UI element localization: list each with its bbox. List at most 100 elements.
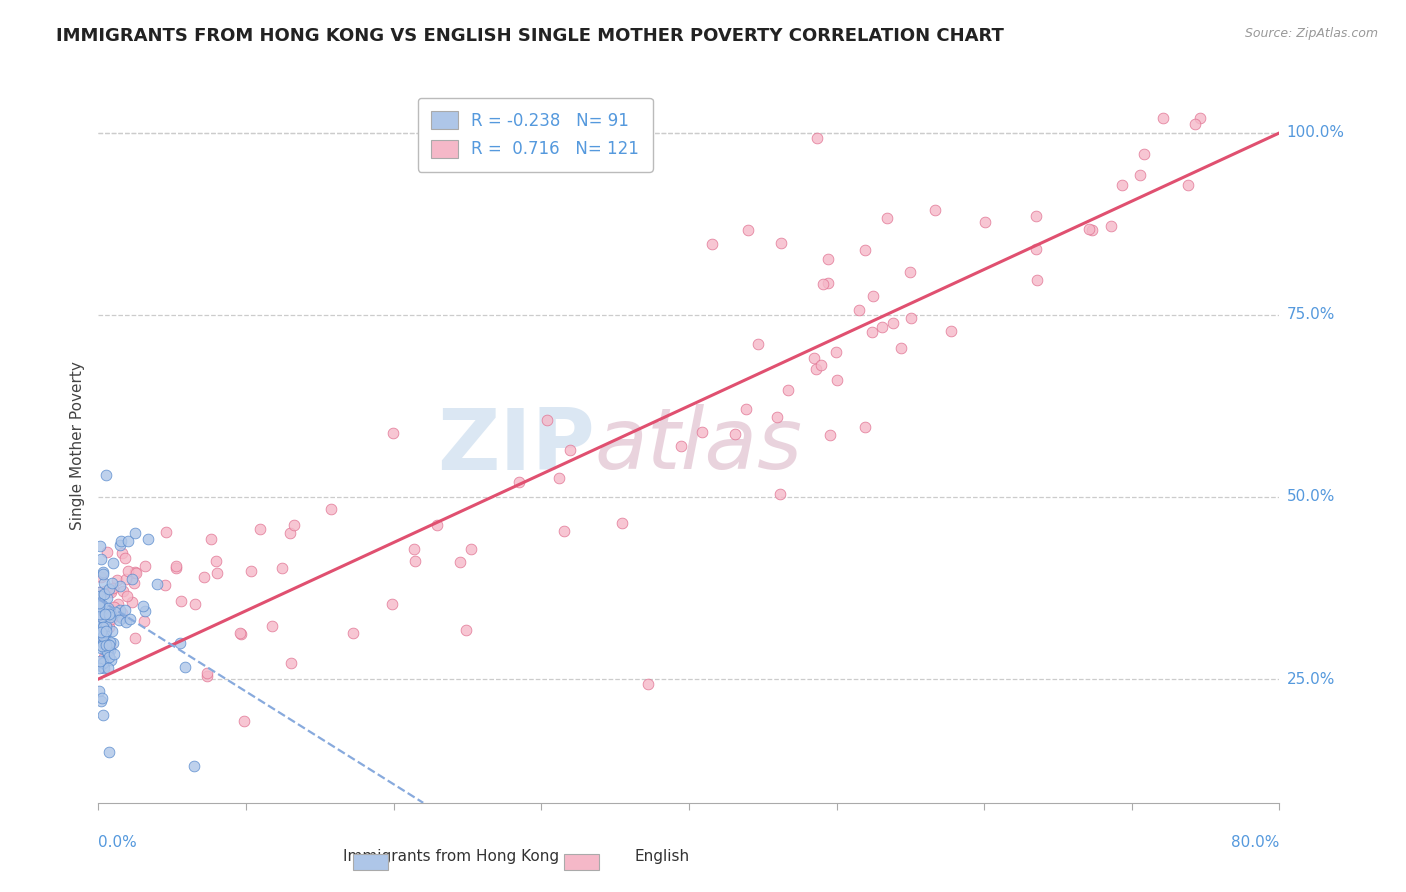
Point <box>233 714 256 729</box>
Point <box>1188 112 1211 126</box>
Point <box>93 661 115 675</box>
Point <box>93 576 115 591</box>
Point <box>174 660 197 674</box>
Point <box>766 410 789 425</box>
Point <box>870 319 893 334</box>
Point <box>1177 178 1199 193</box>
Point <box>108 603 131 617</box>
Point <box>820 428 842 442</box>
Point <box>124 565 146 579</box>
Point <box>105 574 128 588</box>
Text: IMMIGRANTS FROM HONG KONG VS ENGLISH SINGLE MOTHER POVERTY CORRELATION CHART: IMMIGRANTS FROM HONG KONG VS ENGLISH SIN… <box>56 27 1004 45</box>
Point <box>89 585 111 599</box>
Point <box>91 634 114 648</box>
Point <box>110 533 132 548</box>
Point <box>90 601 112 615</box>
Point <box>98 638 121 652</box>
Point <box>91 656 114 670</box>
Point <box>98 639 121 653</box>
Point <box>101 636 124 650</box>
Text: English: English <box>634 849 689 863</box>
Point <box>637 676 659 690</box>
Point <box>97 646 120 660</box>
Point <box>89 624 111 639</box>
Point <box>804 361 827 376</box>
Point <box>90 690 112 705</box>
Point <box>100 612 122 626</box>
Point <box>381 425 404 440</box>
Point <box>853 419 876 434</box>
Point <box>228 626 250 640</box>
Point <box>342 626 364 640</box>
Point <box>778 384 800 398</box>
Point <box>93 654 115 668</box>
Point <box>94 619 117 633</box>
Point <box>404 554 426 568</box>
Point <box>132 615 155 629</box>
Point <box>117 533 139 548</box>
Text: 75.0%: 75.0% <box>1286 308 1334 322</box>
Point <box>107 609 129 624</box>
Point <box>100 576 122 591</box>
Text: 50.0%: 50.0% <box>1286 490 1334 505</box>
Point <box>146 577 169 591</box>
Text: 0.0%: 0.0% <box>98 836 138 850</box>
Point <box>108 538 131 552</box>
Point <box>108 613 131 627</box>
Point <box>825 345 848 359</box>
Point <box>134 558 156 573</box>
Text: Immigrants from Hong Kong: Immigrants from Hong Kong <box>343 849 560 863</box>
Point <box>770 235 793 250</box>
Point <box>93 587 115 601</box>
Point <box>229 627 252 641</box>
Point <box>89 585 111 599</box>
Point <box>508 475 530 489</box>
Point <box>882 316 904 330</box>
Point <box>737 223 759 237</box>
Point <box>111 584 134 599</box>
Point <box>260 618 283 632</box>
Point <box>124 632 146 646</box>
Point <box>402 541 425 556</box>
Point <box>381 597 404 611</box>
Point <box>817 252 839 266</box>
Point <box>111 546 134 560</box>
Point <box>1184 117 1206 131</box>
Point <box>205 554 228 568</box>
Point <box>460 541 482 556</box>
Point <box>811 277 834 291</box>
Point <box>1026 273 1049 287</box>
Point <box>114 551 136 566</box>
Point <box>239 564 262 578</box>
Point <box>283 518 305 533</box>
Point <box>319 501 342 516</box>
Point <box>827 373 849 387</box>
Point <box>103 556 125 570</box>
Point <box>94 628 117 642</box>
Point <box>93 655 115 669</box>
Point <box>193 570 215 584</box>
Point <box>96 643 118 657</box>
Point <box>890 341 912 355</box>
Point <box>101 624 124 638</box>
Point <box>96 545 118 559</box>
Point <box>98 643 121 657</box>
Point <box>97 661 120 675</box>
Point <box>860 325 883 339</box>
Point <box>91 598 114 612</box>
Point <box>93 632 115 647</box>
Point <box>1080 223 1102 237</box>
Text: 80.0%: 80.0% <box>1232 836 1279 850</box>
Point <box>89 614 111 628</box>
Point <box>100 585 122 599</box>
Point <box>94 607 117 621</box>
Point <box>111 611 134 625</box>
Point <box>90 632 112 646</box>
Point <box>115 615 138 629</box>
Point <box>93 631 115 645</box>
Text: atlas: atlas <box>595 404 803 488</box>
Point <box>855 243 877 257</box>
Point <box>153 578 176 592</box>
Text: 25.0%: 25.0% <box>1286 672 1334 687</box>
Point <box>170 594 193 608</box>
